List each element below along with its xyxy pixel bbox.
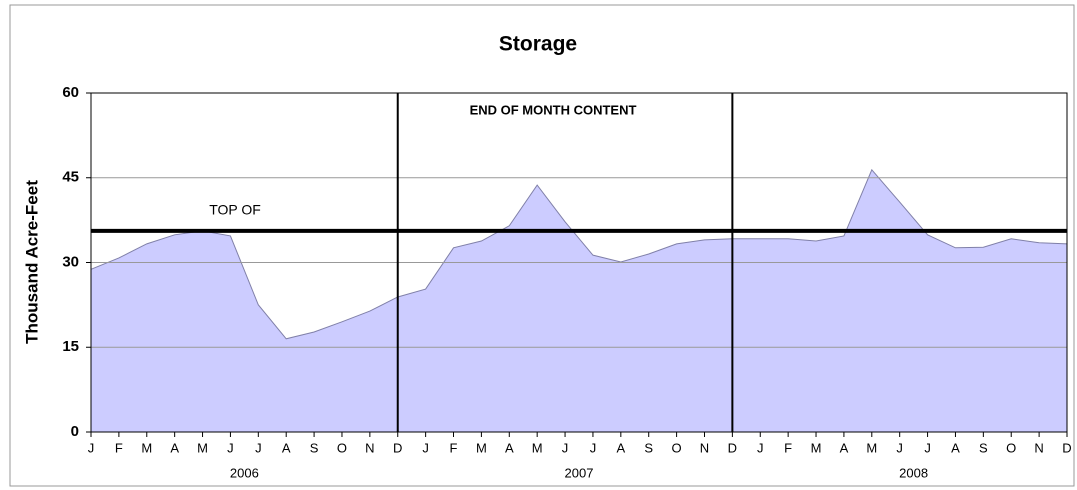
chart-frame — [9, 4, 1075, 487]
x-tick-label: J — [422, 440, 429, 455]
x-tick-label: D — [1062, 440, 1071, 455]
x-tick-label: J — [562, 440, 569, 455]
x-tick-label: J — [590, 440, 597, 455]
x-tick-label: N — [1034, 440, 1043, 455]
x-tick-label: M — [141, 440, 152, 455]
x-tick-label: A — [616, 440, 625, 455]
year-label: 2006 — [230, 465, 259, 480]
x-tick-label: J — [757, 440, 764, 455]
x-tick-label: M — [197, 440, 208, 455]
y-tick-label: 60 — [62, 84, 79, 101]
x-tick-label: S — [310, 440, 319, 455]
x-tick-label: A — [505, 440, 514, 455]
y-tick-label: 15 — [62, 338, 79, 355]
x-tick-label: D — [393, 440, 402, 455]
x-tick-label: O — [672, 440, 682, 455]
x-tick-label: D — [728, 440, 737, 455]
x-tick-label: S — [644, 440, 653, 455]
x-tick-label: M — [476, 440, 487, 455]
x-tick-label: F — [115, 440, 123, 455]
area — [90, 168, 1068, 433]
x-tick-label: N — [700, 440, 709, 455]
x-tick-label: J — [88, 440, 95, 455]
x-tick-label: J — [255, 440, 262, 455]
x-tick-label: M — [866, 440, 877, 455]
x-tick-label: M — [532, 440, 543, 455]
year-label: 2007 — [565, 465, 594, 480]
x-tick-label: N — [365, 440, 374, 455]
y-axis-label: Thousand Acre-Feet — [22, 180, 41, 344]
x-tick-label: F — [450, 440, 458, 455]
y-tick-label: 45 — [62, 169, 79, 186]
x-tick-label: F — [784, 440, 792, 455]
y-tick-label: 30 — [62, 253, 79, 270]
chart-title: Storage — [499, 33, 577, 56]
x-tick-label: A — [951, 440, 960, 455]
x-tick-label: J — [924, 440, 931, 455]
x-tick-label: J — [227, 440, 234, 455]
y-tick-label: 0 — [71, 423, 79, 440]
x-tick-label: A — [170, 440, 179, 455]
x-tick-label: O — [337, 440, 347, 455]
x-tick-label: A — [840, 440, 849, 455]
x-tick-label: J — [896, 440, 903, 455]
annotation: END OF MONTH CONTENT — [470, 102, 637, 117]
x-tick-label: S — [979, 440, 988, 455]
x-tick-label: M — [811, 440, 822, 455]
x-tick-label: A — [282, 440, 291, 455]
x-tick-label: O — [1006, 440, 1016, 455]
year-label: 2008 — [899, 465, 928, 480]
plot-border — [90, 92, 1068, 433]
reference-label: TOP OF — [209, 202, 261, 218]
